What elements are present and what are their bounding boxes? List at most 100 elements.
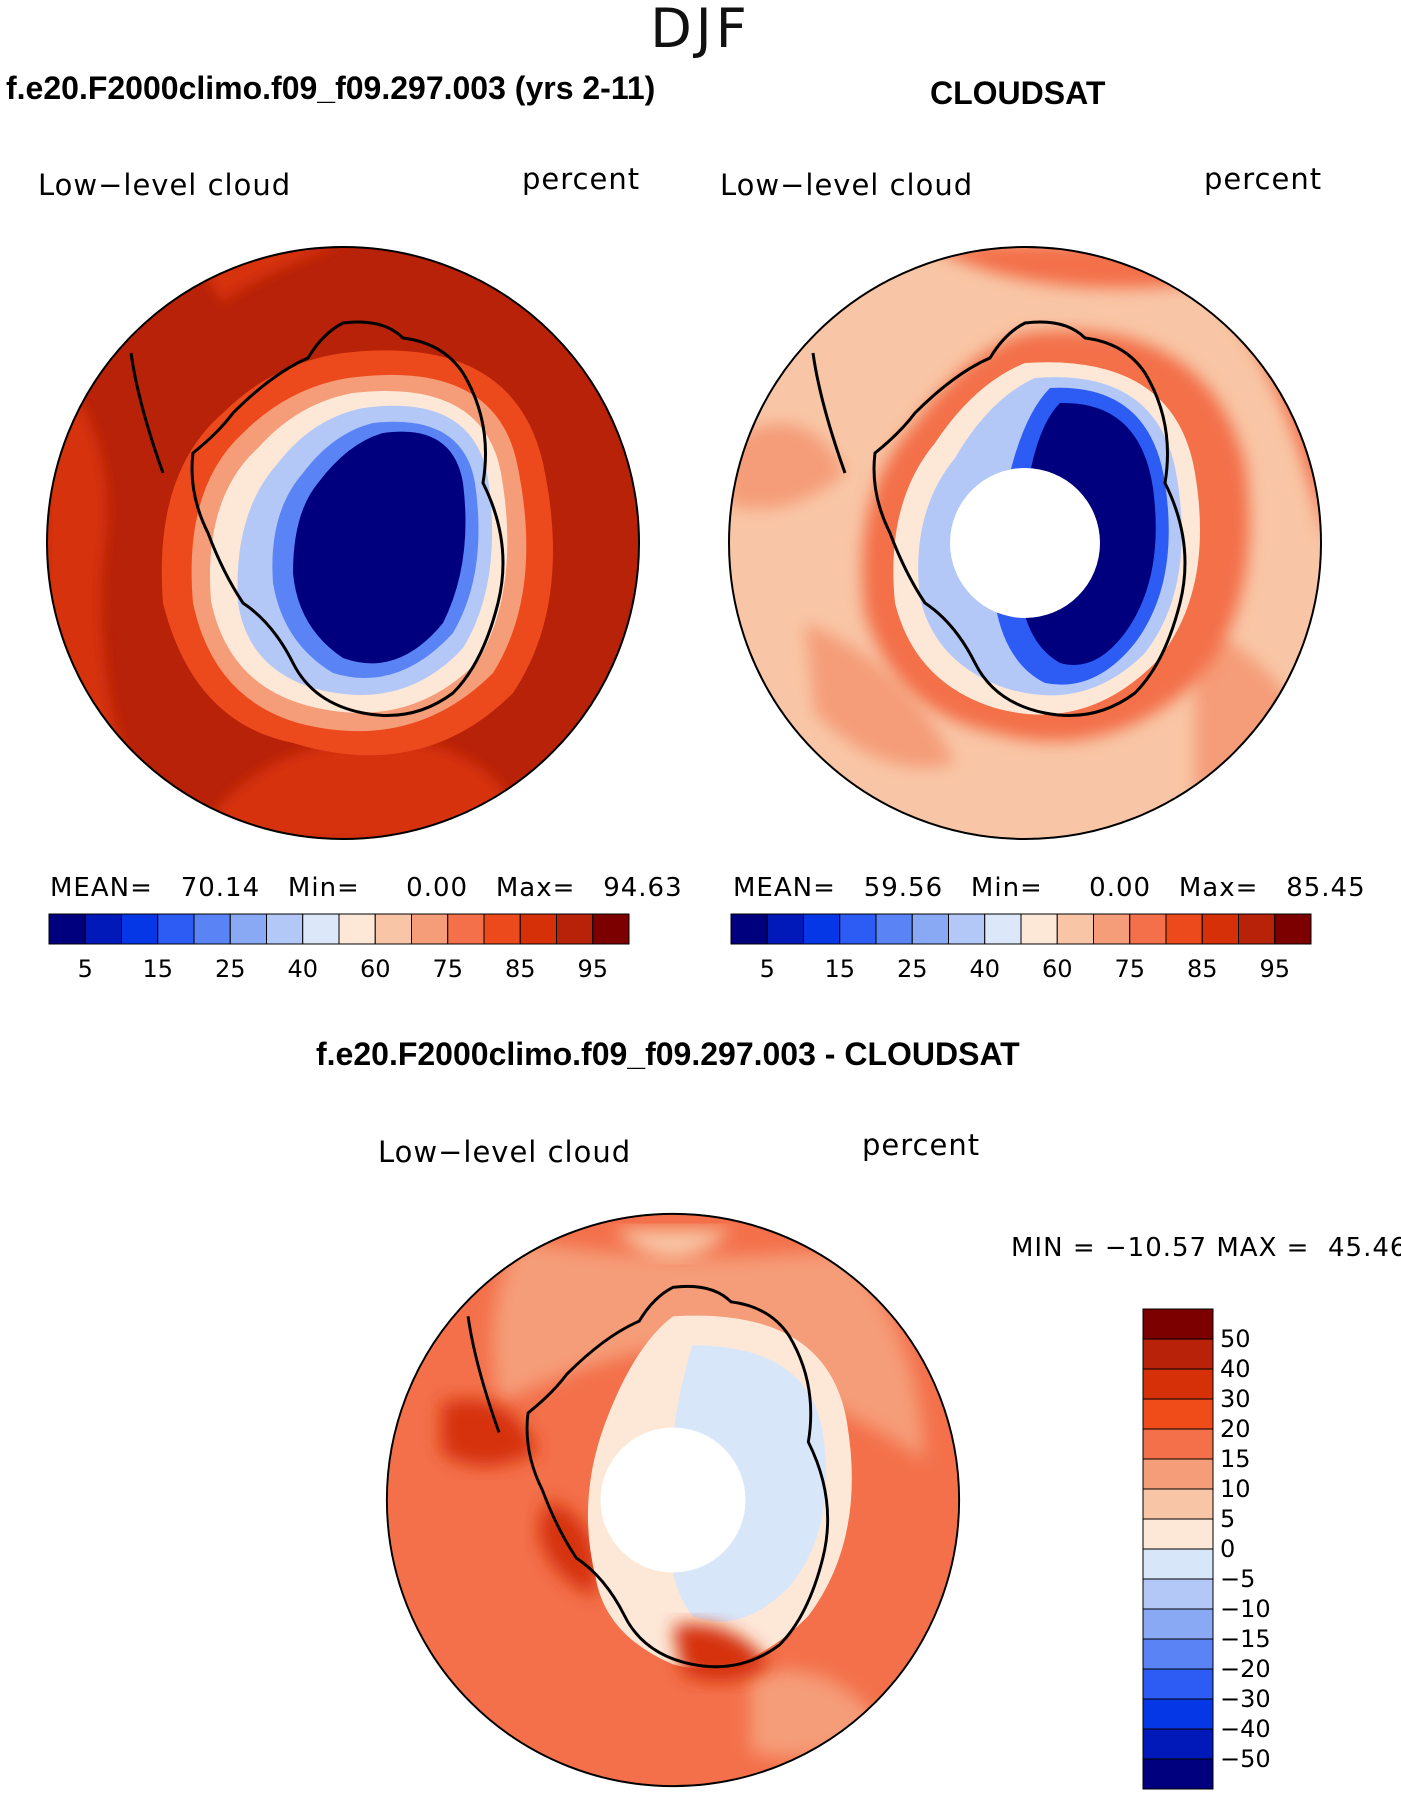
obs-polar-map bbox=[728, 246, 1322, 840]
diff-colorbar-tick-label: 0 bbox=[1220, 1535, 1236, 1563]
model-colorbar-swatch bbox=[556, 913, 594, 945]
diff-stats: MIN = −10.57 MAX = 45.46 bbox=[1011, 1233, 1401, 1263]
model-colorbar-swatch bbox=[302, 913, 340, 945]
diff-colorbar-swatch bbox=[1142, 1728, 1214, 1760]
model-colorbar bbox=[48, 913, 630, 945]
obs-stats: MEAN= 59.56 Min= 0.00 Max= 85.45 bbox=[733, 873, 1366, 903]
model-colorbar-tick-label: 5 bbox=[77, 955, 93, 983]
diff-colorbar-tick-label: 40 bbox=[1220, 1355, 1251, 1383]
model-colorbar-tick-label: 40 bbox=[287, 955, 319, 983]
model-colorbar-tick-label: 95 bbox=[577, 955, 609, 983]
obs-colorbar-swatch bbox=[1093, 913, 1131, 945]
obs-colorbar-swatch bbox=[803, 913, 841, 945]
obs-colorbar-swatch bbox=[875, 913, 913, 945]
model-colorbar-tick-label: 15 bbox=[142, 955, 174, 983]
obs-colorbar-ticks: 5 15 25 40 60 75 85 95 bbox=[731, 955, 1311, 985]
obs-mean-label: MEAN= bbox=[733, 873, 836, 903]
diff-colorbar-tick-label: 10 bbox=[1220, 1475, 1251, 1503]
diff-colorbar-tick-label: −10 bbox=[1220, 1595, 1271, 1623]
diff-colorbar-swatch bbox=[1142, 1368, 1214, 1400]
season-title: DJF bbox=[650, 0, 751, 60]
diff-colorbar-swatch bbox=[1142, 1668, 1214, 1700]
obs-colorbar-tick-label: 15 bbox=[824, 955, 856, 983]
model-colorbar-ticks: 5 15 25 40 60 75 85 95 bbox=[49, 955, 629, 985]
model-colorbar-swatch bbox=[48, 913, 86, 945]
diff-colorbar-swatch bbox=[1142, 1338, 1214, 1370]
diff-colorbar-tick-label: −50 bbox=[1220, 1745, 1271, 1773]
obs-colorbar-tick-label: 40 bbox=[969, 955, 1001, 983]
model-min-value: 0.00 bbox=[406, 873, 469, 903]
obs-units-label: percent bbox=[1204, 162, 1323, 196]
diff-colorbar-tick-label: 50 bbox=[1220, 1325, 1251, 1353]
model-colorbar-tick-label: 60 bbox=[359, 955, 391, 983]
obs-max-label: Max= bbox=[1178, 873, 1259, 903]
diff-colorbar-swatch bbox=[1142, 1398, 1214, 1430]
diff-colorbar-tick-label: −30 bbox=[1220, 1685, 1271, 1713]
model-colorbar-swatch bbox=[592, 913, 630, 945]
obs-variable-label: Low−level cloud bbox=[720, 168, 974, 202]
model-colorbar-swatch bbox=[519, 913, 557, 945]
obs-colorbar-tick-label: 75 bbox=[1114, 955, 1146, 983]
diff-min-label: MIN = bbox=[1011, 1233, 1096, 1263]
diff-colorbar-swatch bbox=[1142, 1578, 1214, 1610]
diff-colorbar-ticks: 50 40 30 20 15 10 5 0 −5 −10 −15 −20 −30 −40 −50 bbox=[1220, 1309, 1320, 1789]
diff-colorbar-swatch bbox=[1142, 1608, 1214, 1640]
obs-colorbar-swatch bbox=[839, 913, 877, 945]
diff-colorbar-tick-label: −40 bbox=[1220, 1715, 1271, 1743]
obs-mean-value: 59.56 bbox=[863, 873, 944, 903]
obs-min-label: Min= bbox=[970, 873, 1043, 903]
diff-colorbar-tick-label: −5 bbox=[1220, 1565, 1256, 1593]
obs-colorbar-tick-label: 85 bbox=[1186, 955, 1218, 983]
diff-max-value: 45.46 bbox=[1327, 1233, 1401, 1263]
diff-colorbar-swatch bbox=[1142, 1488, 1214, 1520]
obs-colorbar-swatch bbox=[730, 913, 768, 945]
model-colorbar-swatch bbox=[266, 913, 304, 945]
model-units-label: percent bbox=[522, 162, 641, 196]
model-colorbar-swatch bbox=[483, 913, 521, 945]
obs-colorbar-swatch bbox=[1274, 913, 1312, 945]
model-colorbar-tick-label: 85 bbox=[504, 955, 536, 983]
diff-max-label: MAX = bbox=[1216, 1233, 1310, 1263]
model-colorbar-swatch bbox=[121, 913, 159, 945]
diff-colorbar-tick-label: −20 bbox=[1220, 1655, 1271, 1683]
model-stats: MEAN= 70.14 Min= 0.00 Max= 94.63 bbox=[50, 873, 683, 903]
model-polar-map bbox=[46, 246, 640, 840]
obs-colorbar-tick-label: 25 bbox=[896, 955, 928, 983]
diff-colorbar-tick-label: −15 bbox=[1220, 1625, 1271, 1653]
obs-colorbar-swatch bbox=[1165, 913, 1203, 945]
model-colorbar-tick-label: 75 bbox=[432, 955, 464, 983]
diff-colorbar-swatch bbox=[1142, 1758, 1214, 1790]
model-variable-label: Low−level cloud bbox=[38, 168, 292, 202]
diff-colorbar-swatch bbox=[1142, 1428, 1214, 1460]
model-colorbar-swatch bbox=[338, 913, 376, 945]
diff-variable-label: Low−level cloud bbox=[378, 1135, 632, 1169]
model-min-label: Min= bbox=[287, 873, 360, 903]
obs-colorbar-swatch bbox=[1056, 913, 1094, 945]
obs-colorbar-swatch bbox=[766, 913, 804, 945]
obs-colorbar-swatch bbox=[911, 913, 949, 945]
diff-units-label: percent bbox=[862, 1128, 981, 1162]
obs-colorbar-tick-label: 5 bbox=[759, 955, 775, 983]
diff-colorbar-tick-label: 15 bbox=[1220, 1445, 1251, 1473]
diff-min-value: −10.57 bbox=[1104, 1233, 1208, 1263]
model-colorbar-swatch bbox=[84, 913, 122, 945]
diff-colorbar-swatch bbox=[1142, 1638, 1214, 1670]
diff-colorbar-swatch bbox=[1142, 1518, 1214, 1550]
obs-colorbar-swatch bbox=[1129, 913, 1167, 945]
diff-colorbar-swatch bbox=[1142, 1308, 1214, 1340]
diff-colorbar-tick-label: 20 bbox=[1220, 1415, 1251, 1443]
diff-panel-title: f.e20.F2000climo.f09_f09.297.003 - CLOUD… bbox=[316, 1036, 1020, 1072]
model-mean-value: 70.14 bbox=[180, 873, 261, 903]
obs-colorbar-tick-label: 95 bbox=[1259, 955, 1291, 983]
diff-colorbar-tick-label: 5 bbox=[1220, 1505, 1236, 1533]
model-colorbar-swatch bbox=[447, 913, 485, 945]
diff-colorbar-swatch bbox=[1142, 1548, 1214, 1580]
obs-colorbar-swatch bbox=[984, 913, 1022, 945]
diff-polar-map bbox=[385, 1212, 961, 1788]
model-mean-label: MEAN= bbox=[50, 873, 153, 903]
obs-colorbar-swatch bbox=[1238, 913, 1276, 945]
model-max-label: Max= bbox=[495, 873, 576, 903]
obs-colorbar-swatch bbox=[948, 913, 986, 945]
model-colorbar-tick-label: 25 bbox=[214, 955, 246, 983]
obs-colorbar bbox=[730, 913, 1312, 945]
